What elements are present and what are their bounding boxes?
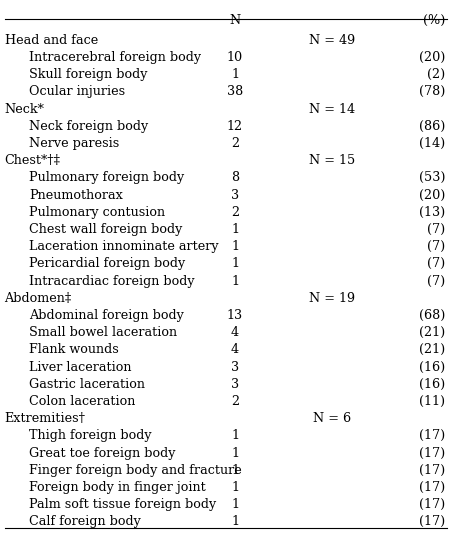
Text: Nerve paresis: Nerve paresis <box>29 137 120 150</box>
Text: 1: 1 <box>230 481 239 494</box>
Text: Gastric laceration: Gastric laceration <box>29 378 145 391</box>
Text: 4: 4 <box>230 343 239 357</box>
Text: N = 49: N = 49 <box>308 34 354 47</box>
Text: (7): (7) <box>426 257 444 270</box>
Text: Calf foreign body: Calf foreign body <box>29 515 141 529</box>
Text: 1: 1 <box>230 429 239 442</box>
Text: (78): (78) <box>418 85 444 98</box>
Text: (17): (17) <box>418 515 444 529</box>
Text: (17): (17) <box>418 498 444 511</box>
Text: Skull foreign body: Skull foreign body <box>29 68 147 81</box>
Text: Head and face: Head and face <box>5 34 97 47</box>
Text: Pneumothorax: Pneumothorax <box>29 188 123 201</box>
Text: 1: 1 <box>230 68 239 81</box>
Text: Colon laceration: Colon laceration <box>29 395 135 408</box>
Text: 3: 3 <box>230 378 239 391</box>
Text: (20): (20) <box>418 188 444 201</box>
Text: 2: 2 <box>230 206 239 219</box>
Text: N: N <box>229 14 240 27</box>
Text: 3: 3 <box>230 188 239 201</box>
Text: Neck foreign body: Neck foreign body <box>29 120 148 133</box>
Text: Liver laceration: Liver laceration <box>29 360 132 373</box>
Text: (%): (%) <box>422 14 444 27</box>
Text: Pericardial foreign body: Pericardial foreign body <box>29 257 185 270</box>
Text: (2): (2) <box>426 68 444 81</box>
Text: N = 19: N = 19 <box>308 292 354 305</box>
Text: (68): (68) <box>418 309 444 322</box>
Text: 13: 13 <box>226 309 243 322</box>
Text: (11): (11) <box>418 395 444 408</box>
Text: (16): (16) <box>418 378 444 391</box>
Text: Thigh foreign body: Thigh foreign body <box>29 429 152 442</box>
Text: (21): (21) <box>418 343 444 357</box>
Text: Neck*: Neck* <box>5 103 44 116</box>
Text: 8: 8 <box>230 171 239 185</box>
Text: 4: 4 <box>230 326 239 339</box>
Text: (16): (16) <box>418 360 444 373</box>
Text: (21): (21) <box>418 326 444 339</box>
Text: Laceration innominate artery: Laceration innominate artery <box>29 240 219 253</box>
Text: 2: 2 <box>230 137 239 150</box>
Text: Palm soft tissue foreign body: Palm soft tissue foreign body <box>29 498 216 511</box>
Text: (20): (20) <box>418 51 444 64</box>
Text: Ocular injuries: Ocular injuries <box>29 85 125 98</box>
Text: 1: 1 <box>230 223 239 236</box>
Text: (13): (13) <box>418 206 444 219</box>
Text: N = 15: N = 15 <box>308 154 354 167</box>
Text: Pulmonary foreign body: Pulmonary foreign body <box>29 171 184 185</box>
Text: Flank wounds: Flank wounds <box>29 343 119 357</box>
Text: (7): (7) <box>426 240 444 253</box>
Text: (17): (17) <box>418 429 444 442</box>
Text: Extremities†: Extremities† <box>5 412 85 425</box>
Text: (7): (7) <box>426 223 444 236</box>
Text: 1: 1 <box>230 240 239 253</box>
Text: Intracardiac foreign body: Intracardiac foreign body <box>29 275 194 288</box>
Text: 1: 1 <box>230 275 239 288</box>
Text: 10: 10 <box>226 51 243 64</box>
Text: Abdomen‡: Abdomen‡ <box>5 292 72 305</box>
Text: Finger foreign body and fracture: Finger foreign body and fracture <box>29 464 242 477</box>
Text: 12: 12 <box>226 120 243 133</box>
Text: Great toe foreign body: Great toe foreign body <box>29 447 175 460</box>
Text: 1: 1 <box>230 447 239 460</box>
Text: Pulmonary contusion: Pulmonary contusion <box>29 206 165 219</box>
Text: 3: 3 <box>230 360 239 373</box>
Text: (7): (7) <box>426 275 444 288</box>
Text: (53): (53) <box>418 171 444 185</box>
Text: (86): (86) <box>418 120 444 133</box>
Text: Chest*†‡: Chest*†‡ <box>5 154 60 167</box>
Text: Foreign body in finger joint: Foreign body in finger joint <box>29 481 206 494</box>
Text: 1: 1 <box>230 498 239 511</box>
Text: (17): (17) <box>418 481 444 494</box>
Text: Intracerebral foreign body: Intracerebral foreign body <box>29 51 201 64</box>
Text: (17): (17) <box>418 464 444 477</box>
Text: Chest wall foreign body: Chest wall foreign body <box>29 223 182 236</box>
Text: 38: 38 <box>226 85 243 98</box>
Text: Abdominal foreign body: Abdominal foreign body <box>29 309 184 322</box>
Text: 2: 2 <box>230 395 239 408</box>
Text: N = 14: N = 14 <box>308 103 354 116</box>
Text: (14): (14) <box>418 137 444 150</box>
Text: 1: 1 <box>230 515 239 529</box>
Text: 1: 1 <box>230 257 239 270</box>
Text: N = 6: N = 6 <box>313 412 350 425</box>
Text: (17): (17) <box>418 447 444 460</box>
Text: 1: 1 <box>230 464 239 477</box>
Text: Small bowel laceration: Small bowel laceration <box>29 326 177 339</box>
